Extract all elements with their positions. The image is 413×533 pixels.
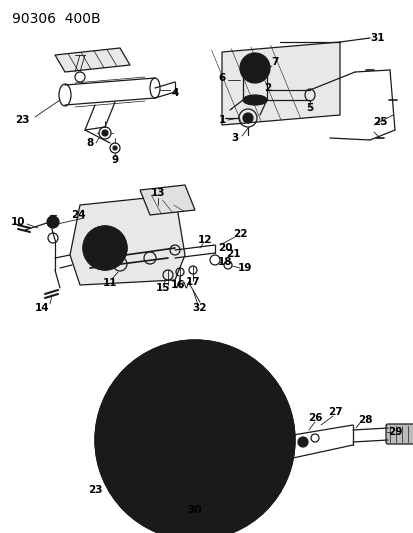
Text: 23: 23 — [88, 485, 102, 495]
Text: 4: 4 — [171, 88, 178, 98]
Text: 12: 12 — [197, 235, 212, 245]
Circle shape — [113, 146, 117, 150]
Text: 26: 26 — [307, 413, 321, 423]
Polygon shape — [221, 42, 339, 125]
Text: 16: 16 — [170, 280, 185, 290]
Circle shape — [102, 130, 108, 136]
Circle shape — [240, 53, 269, 83]
Text: 8: 8 — [86, 138, 93, 148]
Text: 10: 10 — [11, 217, 25, 227]
Text: 29: 29 — [387, 427, 401, 437]
Text: 27: 27 — [327, 407, 342, 417]
Text: 13: 13 — [150, 188, 165, 198]
Circle shape — [297, 437, 307, 447]
Text: 20: 20 — [217, 243, 232, 253]
Text: 22: 22 — [232, 229, 247, 239]
Circle shape — [47, 216, 59, 228]
Text: 18: 18 — [217, 257, 232, 267]
Text: 90306  400B: 90306 400B — [12, 12, 100, 26]
Circle shape — [165, 410, 224, 470]
Circle shape — [95, 340, 294, 533]
Text: 6: 6 — [218, 73, 225, 83]
Polygon shape — [55, 48, 130, 72]
Ellipse shape — [242, 95, 266, 105]
Circle shape — [160, 465, 170, 475]
Circle shape — [219, 465, 229, 475]
Circle shape — [140, 385, 249, 495]
Text: 9: 9 — [111, 155, 118, 165]
Text: 3: 3 — [231, 133, 238, 143]
Text: 2: 2 — [264, 83, 271, 93]
Text: 17: 17 — [185, 277, 200, 287]
Circle shape — [190, 393, 199, 403]
Circle shape — [242, 113, 252, 123]
FancyBboxPatch shape — [385, 424, 413, 444]
Text: 21: 21 — [225, 249, 240, 259]
Circle shape — [83, 226, 127, 270]
Polygon shape — [70, 195, 185, 285]
Text: 11: 11 — [102, 278, 117, 288]
Text: 25: 25 — [372, 117, 386, 127]
Text: 19: 19 — [237, 263, 252, 273]
Text: 24: 24 — [71, 210, 85, 220]
Text: 30: 30 — [188, 505, 202, 515]
Text: 32: 32 — [192, 303, 207, 313]
Text: 14: 14 — [35, 303, 49, 313]
Text: 28: 28 — [357, 415, 371, 425]
Text: 31: 31 — [370, 33, 385, 43]
Polygon shape — [140, 185, 195, 215]
Text: 5: 5 — [306, 103, 313, 113]
Text: 7: 7 — [271, 57, 278, 67]
Text: 23: 23 — [15, 115, 29, 125]
Text: 15: 15 — [155, 283, 170, 293]
Text: 1: 1 — [218, 115, 225, 125]
